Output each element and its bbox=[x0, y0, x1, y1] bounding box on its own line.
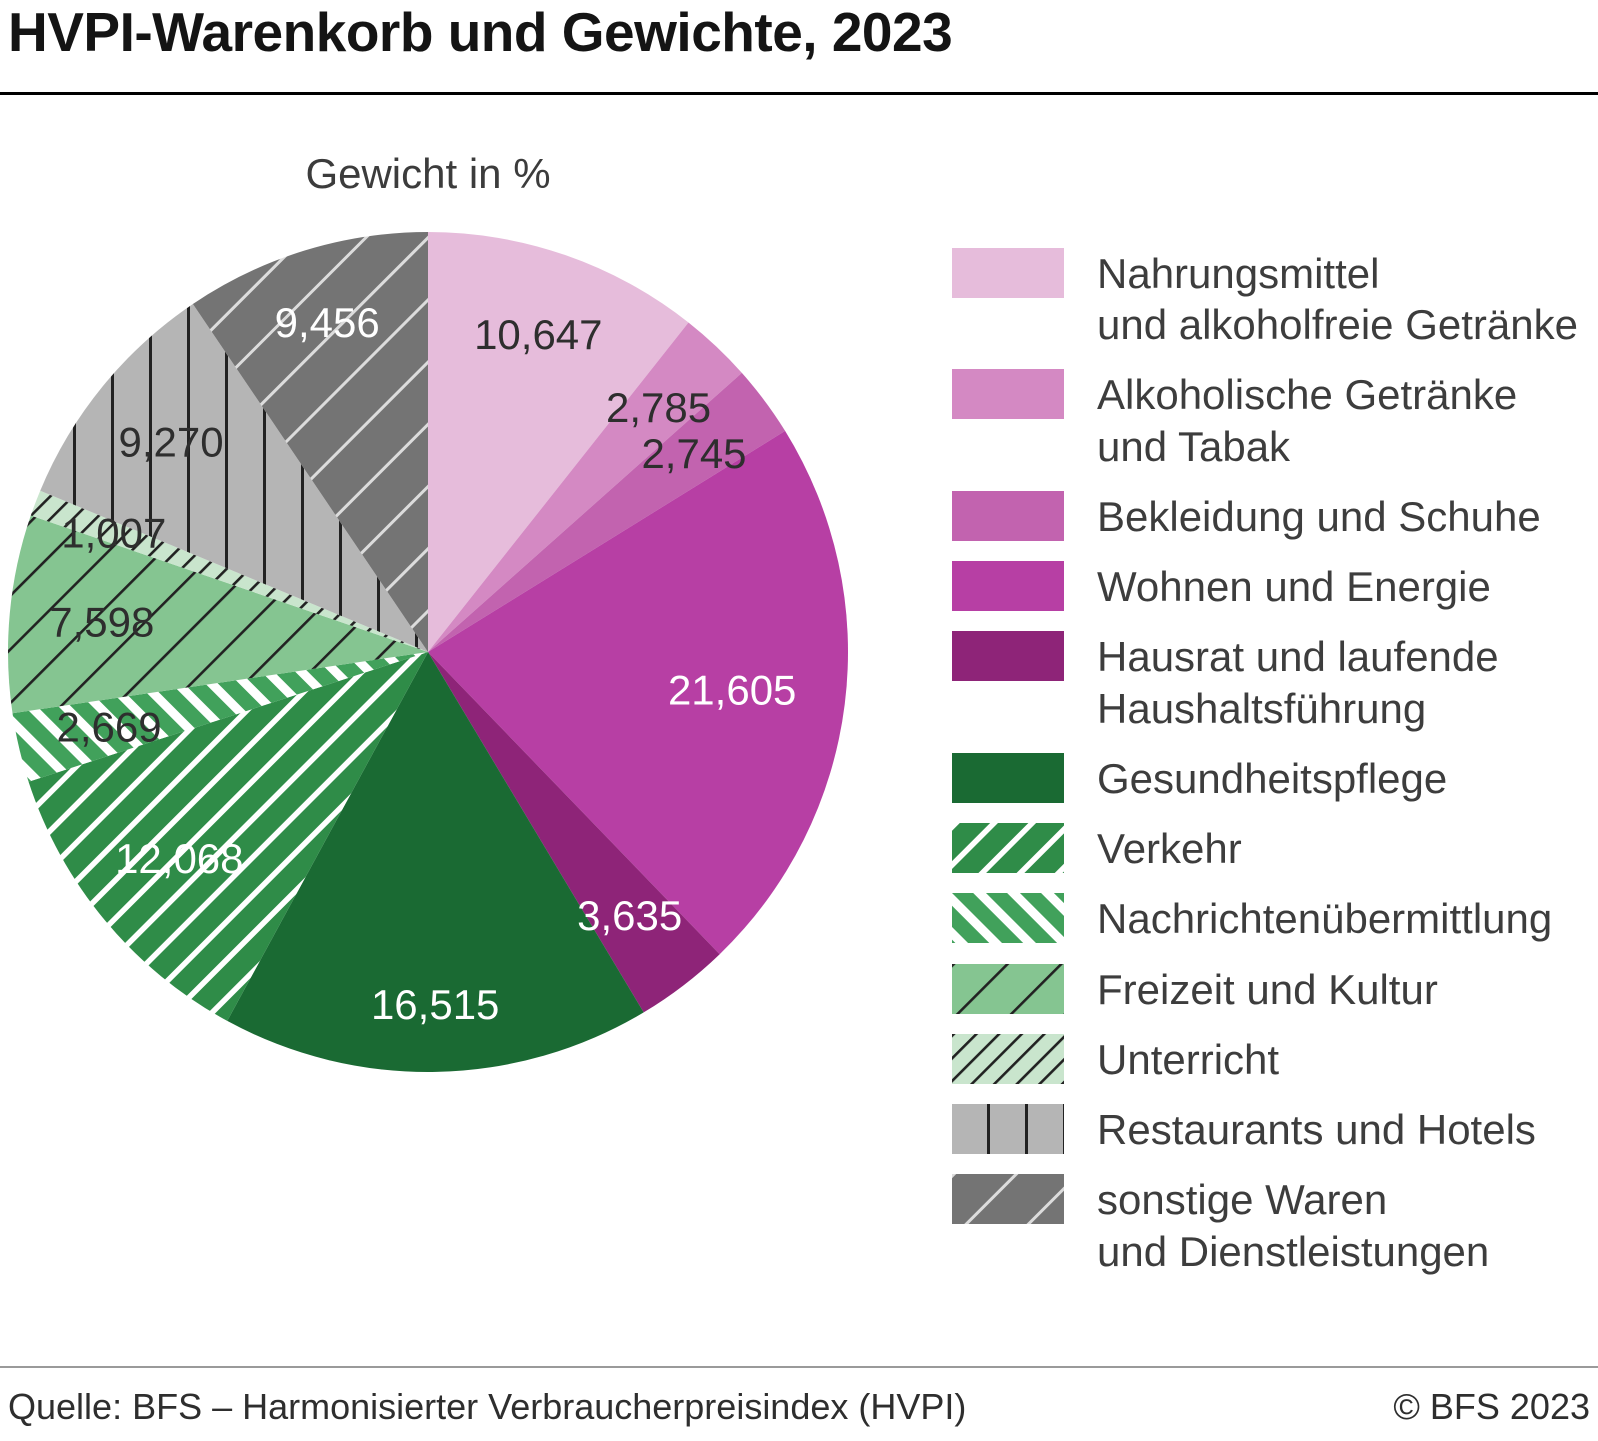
copyright-text: © BFS 2023 bbox=[1393, 1386, 1590, 1427]
legend-item-6: Gesundheitspflege bbox=[952, 752, 1582, 804]
legend-label: Alkoholische Getränke und Tabak bbox=[1097, 371, 1518, 470]
source-text: Quelle: BFS – Harmonisierter Verbraucher… bbox=[8, 1386, 967, 1427]
pie-slice-3 bbox=[428, 372, 786, 652]
legend-swatch bbox=[952, 1174, 1064, 1225]
legend-label: Nahrungsmittel und alkoholfreie Getränke bbox=[1097, 250, 1578, 349]
pie-slice-value-label: 16,515 bbox=[371, 981, 499, 1028]
legend-swatch bbox=[952, 1033, 1064, 1084]
page-title: HVPI-Warenkorb und Gewichte, 2023 bbox=[8, 1, 953, 63]
legend-swatch bbox=[952, 752, 1064, 803]
legend-swatch bbox=[952, 490, 1064, 541]
pie-slice-1 bbox=[428, 232, 689, 652]
legend-swatch bbox=[952, 561, 1064, 612]
pie-slice-2 bbox=[428, 322, 742, 652]
legend-swatch bbox=[952, 248, 1064, 298]
legend-item-3: Bekleidung und Schuhe bbox=[952, 490, 1582, 542]
legend-swatch bbox=[952, 1104, 1064, 1155]
pie-slice-8 bbox=[12, 652, 428, 782]
legend-label: sonstige Waren und Dienstleistungen bbox=[1097, 1176, 1490, 1275]
pie-slice-10 bbox=[30, 490, 428, 652]
legend-item-4: Wohnen und Energie bbox=[952, 561, 1582, 612]
legend-item-5: Hausrat und laufende Haushaltsführung bbox=[952, 631, 1582, 733]
legend-item-12: sonstige Waren und Dienstleistungen bbox=[952, 1174, 1582, 1276]
pie-slice-value-label: 1,007 bbox=[61, 509, 166, 556]
legend-item-2: Alkoholische Getränke und Tabak bbox=[952, 369, 1582, 471]
pie-slice-value-label: 3,635 bbox=[577, 892, 682, 939]
legend-label: Wohnen und Energie bbox=[1097, 563, 1491, 611]
legend-label: Freizeit und Kultur bbox=[1097, 965, 1438, 1013]
legend-label: Unterricht bbox=[1097, 1035, 1280, 1083]
pie-slice-value-label: 2,785 bbox=[606, 384, 711, 431]
pie-slice-value-label: 10,647 bbox=[474, 311, 602, 358]
legend-item-8: Nachrichtenübermittlung bbox=[952, 893, 1582, 944]
legend-item-7: Verkehr bbox=[952, 823, 1582, 874]
title-divider bbox=[0, 92, 1598, 95]
legend-swatch bbox=[952, 631, 1064, 682]
pie-slice-5 bbox=[428, 652, 720, 1013]
legend-swatch bbox=[952, 369, 1064, 420]
legend-item-11: Restaurants und Hotels bbox=[952, 1104, 1582, 1155]
legend-label: Hausrat und laufende Haushaltsführung bbox=[1097, 633, 1499, 732]
pie-slice-12 bbox=[192, 232, 428, 652]
footer-divider bbox=[0, 1366, 1598, 1368]
pie-slice-value-label: 7,598 bbox=[49, 598, 154, 645]
legend-item-10: Unterricht bbox=[952, 1033, 1582, 1085]
pie-slice-value-label: 9,270 bbox=[119, 419, 224, 466]
pie-slice-value-label: 12,068 bbox=[115, 835, 243, 882]
legend-item-9: Freizeit und Kultur bbox=[952, 963, 1582, 1015]
legend-label: Restaurants und Hotels bbox=[1097, 1106, 1536, 1154]
legend-label: Bekleidung und Schuhe bbox=[1097, 492, 1541, 540]
pie-slice-value-label: 9,456 bbox=[275, 299, 380, 346]
pie-slice-11 bbox=[40, 303, 429, 652]
legend-swatch bbox=[952, 963, 1064, 1014]
legend-label: Gesundheitspflege bbox=[1097, 754, 1448, 802]
legend-label: Verkehr bbox=[1097, 825, 1242, 873]
pie-slice-value-label: 21,605 bbox=[668, 667, 796, 714]
legend-item-1: Nahrungsmittel und alkoholfreie Getränke bbox=[952, 248, 1582, 350]
pie-slice-7 bbox=[28, 652, 429, 1021]
pie-slice-6 bbox=[227, 652, 644, 1072]
pie-slice-value-label: 2,745 bbox=[641, 430, 746, 477]
footer: Quelle: BFS – Harmonisierter Verbraucher… bbox=[8, 1386, 1590, 1428]
pie-slice-4 bbox=[428, 430, 849, 955]
legend-swatch bbox=[952, 823, 1064, 874]
chart-unit-label: Gewicht in % bbox=[305, 150, 551, 197]
legend-swatch bbox=[952, 893, 1064, 944]
pie-slice-value-label: 2,669 bbox=[57, 703, 162, 750]
chart-legend: Nahrungsmittel und alkoholfreie Getränke A… bbox=[952, 248, 1582, 1277]
pie-slice-9 bbox=[8, 515, 429, 714]
legend-label: Nachrichtenübermittlung bbox=[1097, 895, 1553, 943]
